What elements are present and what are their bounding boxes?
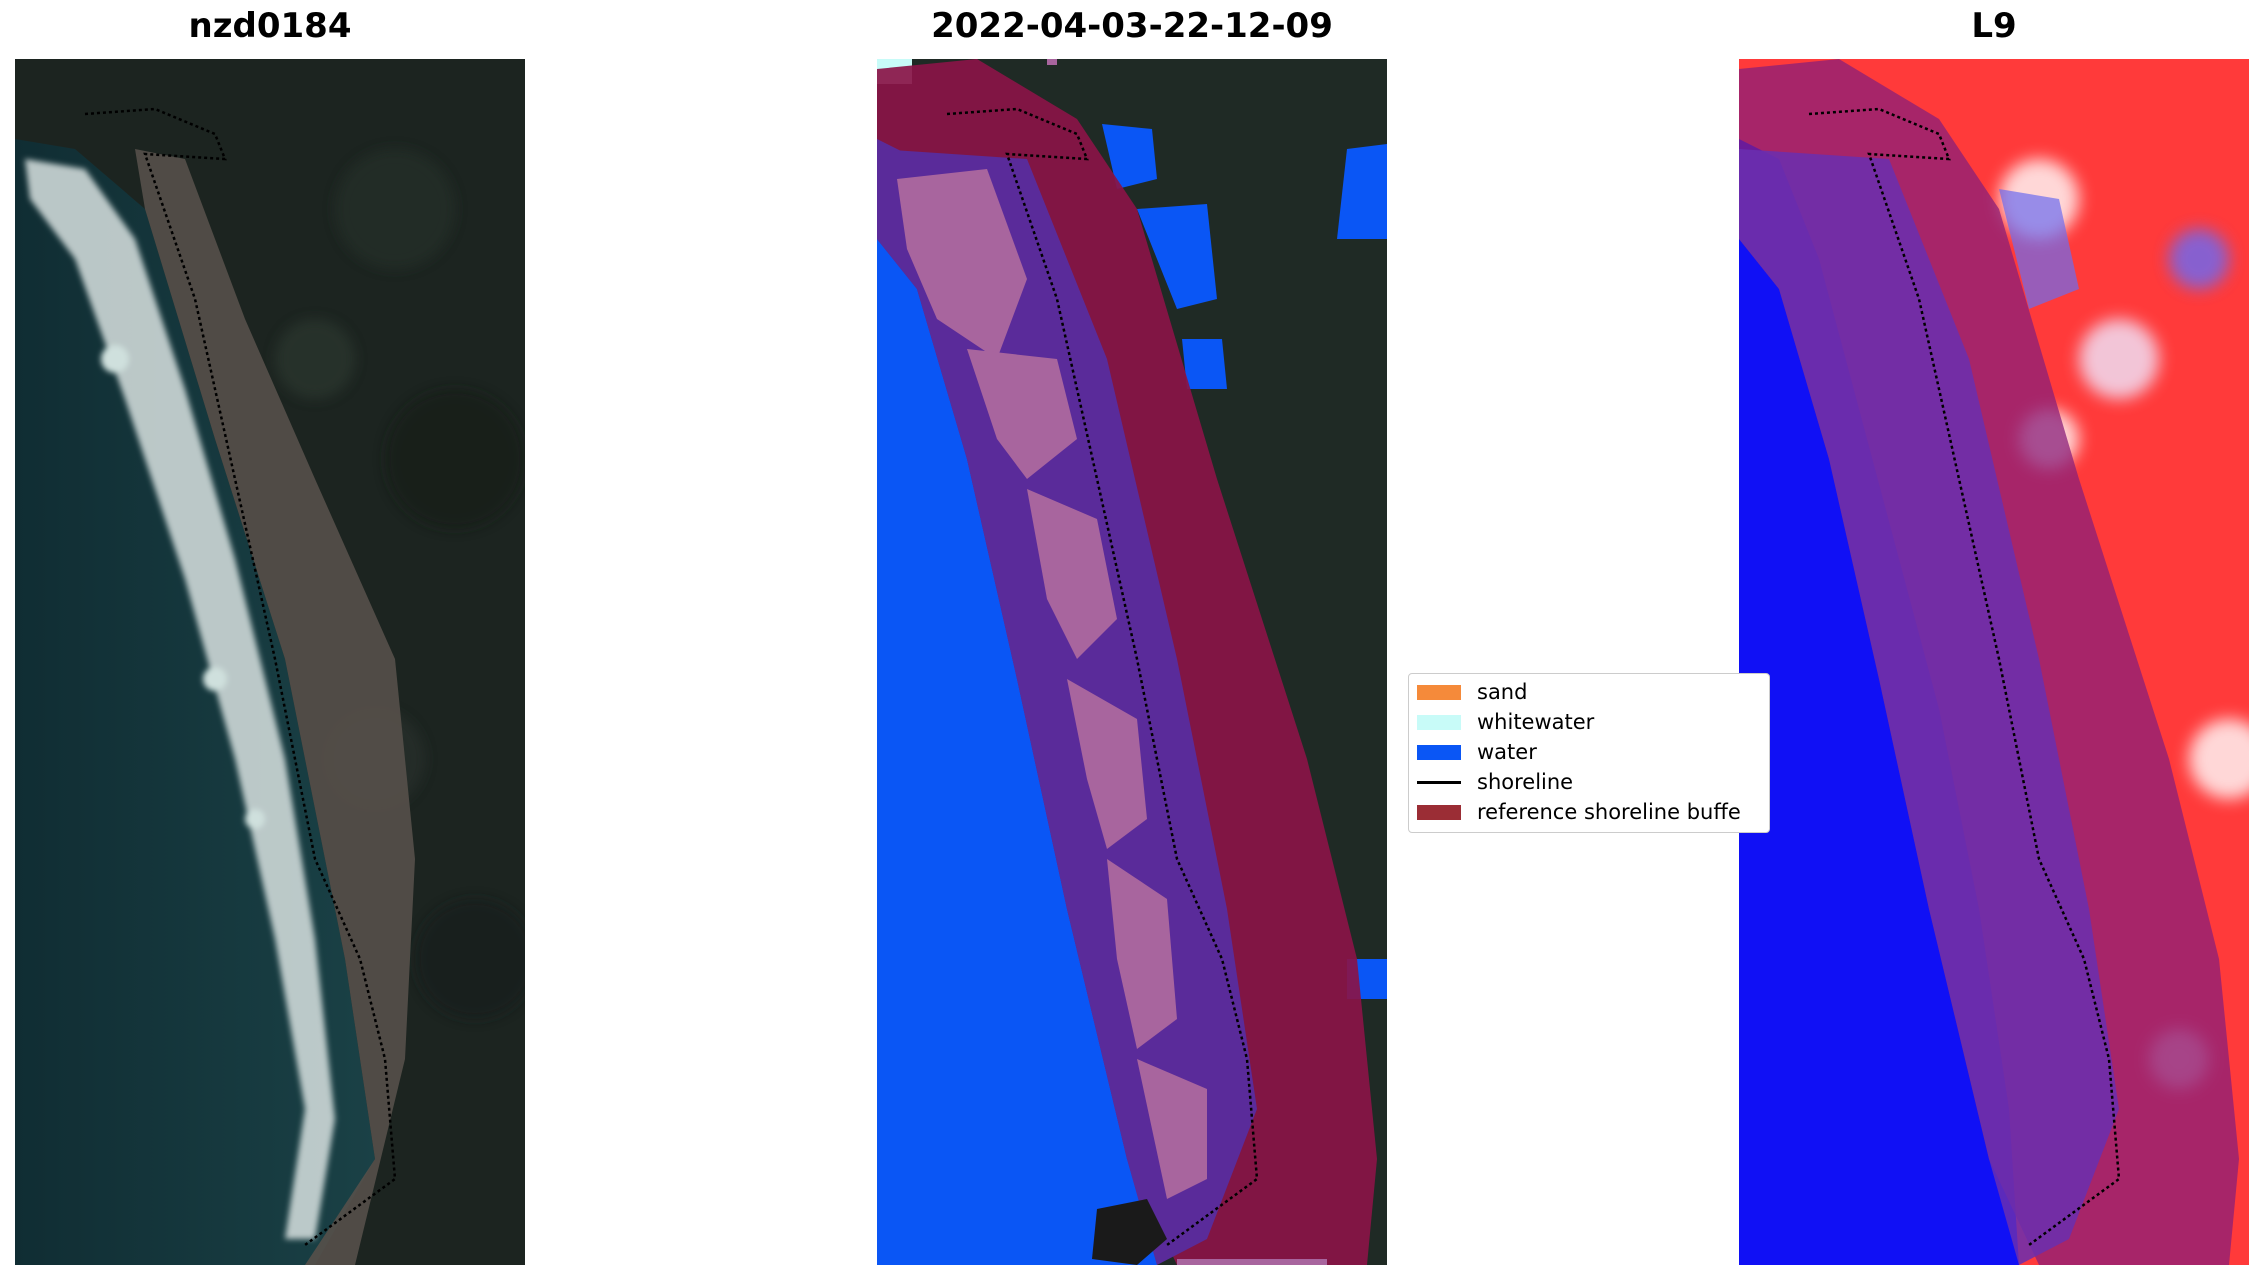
index-image [1739, 59, 2249, 1265]
legend: sand whitewater water shoreline referenc… [1408, 673, 1770, 833]
water-swatch [1417, 744, 1461, 760]
water-patch [1182, 339, 1227, 389]
beach-area [135, 149, 415, 1265]
rgb-image-panel [15, 59, 525, 1265]
legend-item-buffer: reference shoreline buffe [1417, 799, 1741, 825]
legend-label: water [1477, 740, 1537, 764]
water-patch [1102, 124, 1157, 189]
panel-title-index: L9 [1971, 6, 2017, 46]
classification-image [877, 59, 1387, 1265]
panel-title-rgb: nzd0184 [188, 6, 352, 46]
rgb-image [15, 59, 525, 1265]
sand-overlap [897, 169, 1207, 1199]
legend-item-water: water [1417, 739, 1537, 765]
legend-item-whitewater: whitewater [1417, 709, 1594, 735]
sand-swatch [1417, 684, 1461, 700]
buffer-swatch [1417, 804, 1461, 820]
buffer-overlap [1739, 149, 2119, 1265]
legend-label: whitewater [1477, 710, 1595, 734]
legend-label: shoreline [1477, 770, 1574, 794]
index-panel [1739, 59, 2249, 1265]
panel-title-classification: 2022-04-03-22-12-09 [931, 6, 1333, 46]
whitewater-swatch [1417, 714, 1461, 730]
water-patch [1137, 204, 1217, 309]
rock-island [1092, 1199, 1167, 1265]
water-patch [1337, 144, 1387, 239]
legend-label: reference shoreline buffe [1477, 800, 1741, 824]
legend-label: sand [1477, 680, 1528, 704]
shoreline-swatch [1417, 780, 1461, 784]
surf-zone [25, 159, 335, 1239]
classification-panel [877, 59, 1387, 1265]
legend-item-sand: sand [1417, 679, 1527, 705]
legend-item-shoreline: shoreline [1417, 769, 1573, 795]
